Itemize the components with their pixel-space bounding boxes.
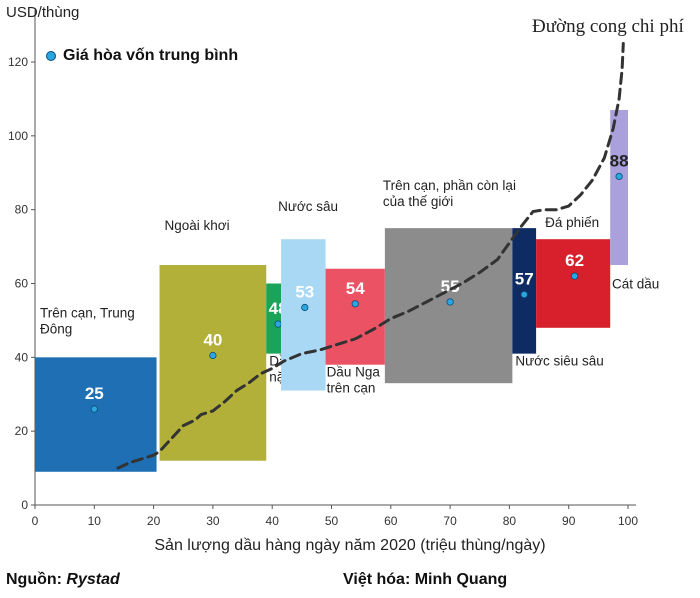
segment-avg-value: 88: [610, 151, 629, 170]
cost-curve-chart: 0 20 40 60 80 100 120 0 10 20 30 40 50 60 70 80 90 100 25 T…: [8, 10, 659, 528]
y-tick-label: 20: [15, 424, 29, 438]
segment-name-line: Đông: [40, 321, 72, 336]
x-tick-label: 20: [147, 514, 161, 528]
segment-name-label: Nước sâu: [278, 199, 338, 214]
segment-avg-value: 40: [203, 330, 222, 349]
avg-breakeven-point: [571, 272, 579, 280]
x-tick-label: 40: [266, 514, 280, 528]
segment-avg-value: 25: [85, 384, 104, 403]
segment-name-line: Cát dầu: [612, 277, 659, 292]
cost-segment-bar: [536, 239, 611, 328]
cost-segment-bar: [325, 268, 385, 365]
cost-segment-bar: [159, 265, 267, 461]
cost-segment-bar: [512, 228, 537, 354]
cost-curve-line: [116, 42, 625, 470]
x-tick-label: 0: [32, 514, 39, 528]
x-axis-label: Sản lượng dầu hàng ngày năm 2020 (triệu …: [154, 537, 546, 554]
segment-name-line: Nước siêu sâu: [515, 354, 603, 369]
avg-breakeven-point: [520, 290, 528, 299]
x-tick-label: 50: [325, 514, 339, 528]
segment-name-line: của thế giới: [383, 194, 453, 209]
legend-marker: [46, 51, 56, 61]
y-tick-label: 40: [15, 350, 29, 364]
segment-name-line: Trên cạn, phần còn lại: [383, 178, 516, 193]
y-tick-label: 60: [15, 277, 29, 291]
segment-name-label: Nước siêu sâu: [515, 354, 603, 369]
x-tick-label: 100: [618, 514, 638, 528]
y-tick-label: 120: [8, 55, 28, 69]
segment-avg-value: 54: [346, 279, 365, 298]
segment-name-line: Đá phiến: [545, 215, 599, 230]
source-name: Rystad: [66, 571, 120, 588]
source-note: Nguồn: Rystad: [6, 571, 120, 589]
segment-name-line: Trên cạn, Trung: [40, 305, 135, 320]
segment-name-line: Ngoài khơi: [165, 218, 230, 233]
avg-breakeven-point: [274, 320, 282, 328]
avg-breakeven-point: [615, 172, 623, 181]
avg-breakeven-point: [351, 300, 359, 308]
source-prefix: Nguồn:: [6, 571, 67, 588]
avg-breakeven-point: [90, 405, 98, 413]
avg-breakeven-point: [301, 303, 309, 312]
avg-breakeven-point: [446, 298, 454, 306]
y-tick-label: 80: [15, 203, 29, 217]
segment-name-label: Cát dầu: [612, 277, 659, 292]
segment-avg-value: 53: [295, 282, 314, 301]
x-tick-label: 80: [503, 514, 517, 528]
legend: Giá hòa vốn trung bình: [46, 47, 238, 65]
credit-note: Việt hóa: Minh Quang: [343, 571, 508, 588]
segment-name-label: Ngoài khơi: [165, 218, 230, 233]
cost-segment-bar: [266, 283, 282, 354]
cost-curve-label: Đường cong chi phí: [532, 16, 684, 37]
x-tick-label: 60: [384, 514, 398, 528]
cost-segment-bar: [35, 357, 157, 472]
y-tick-label: 0: [21, 498, 28, 512]
x-tick-label: 90: [562, 514, 576, 528]
segment-avg-value: 57: [515, 270, 534, 289]
x-tick-label: 30: [206, 514, 220, 528]
y-tick-label: 100: [8, 129, 28, 143]
segment-name-label: Trên cạn, phần còn lại của thế giới: [383, 178, 516, 209]
cost-segment-bar: [610, 109, 628, 266]
x-tick-label: 10: [88, 514, 102, 528]
segment-name-line: trên cạn: [327, 381, 376, 396]
segment-name-label: Trên cạn, Trung Đông: [40, 305, 135, 336]
segment-name-line: Nước sâu: [278, 199, 338, 214]
avg-breakeven-point: [209, 351, 217, 360]
cost-segment-bar: [384, 228, 513, 384]
legend-label: Giá hòa vốn trung bình: [63, 47, 239, 64]
segment-avg-value: 62: [565, 251, 584, 270]
x-tick-label: 70: [443, 514, 457, 528]
segment-name-line: Dầu Nga: [327, 365, 381, 380]
segment-name-label: Dầu Nga trên cạn: [327, 365, 381, 396]
cost-segment-bar: [281, 239, 326, 391]
segment-name-label: Đá phiến: [545, 215, 599, 230]
y-axis-label: USD/thùng: [6, 4, 80, 21]
